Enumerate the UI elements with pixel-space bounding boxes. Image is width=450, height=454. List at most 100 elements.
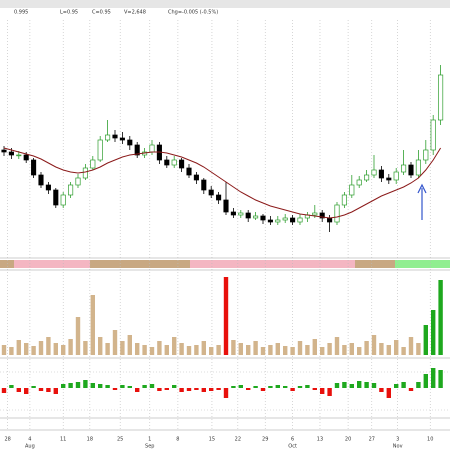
histogram-bar xyxy=(423,374,428,388)
candle-body xyxy=(16,154,22,157)
volume-bar xyxy=(127,335,132,355)
volume-bar xyxy=(327,343,332,355)
candle-body xyxy=(290,217,296,223)
histogram-bar xyxy=(105,385,110,388)
candle-body xyxy=(415,159,421,176)
histogram-bar xyxy=(142,385,147,388)
histogram-bar xyxy=(127,386,132,388)
candle-body xyxy=(134,144,140,156)
volume-bar xyxy=(120,341,125,355)
histogram-bar xyxy=(260,388,266,391)
volume-bar xyxy=(349,343,354,355)
volume-bar xyxy=(142,345,147,355)
histogram-bar xyxy=(90,383,95,388)
candle-body xyxy=(230,211,236,216)
candle-body xyxy=(8,151,14,156)
candle-body xyxy=(68,184,74,196)
volume-bar xyxy=(216,345,221,355)
volume-bar xyxy=(312,339,317,355)
histogram-bar xyxy=(283,386,288,388)
histogram-bar xyxy=(342,382,347,388)
volume-bar xyxy=(164,345,169,355)
candle-body xyxy=(105,134,111,141)
candle-body xyxy=(430,119,436,151)
histogram-bar xyxy=(61,384,66,388)
candle-body xyxy=(297,217,303,223)
candle-body xyxy=(23,154,29,161)
volume-bar xyxy=(408,337,414,355)
x-tick-label: 4 xyxy=(28,437,31,443)
x-tick-label: 29 xyxy=(262,437,268,443)
candle-body xyxy=(201,179,207,191)
info-bar xyxy=(0,0,450,8)
histogram-bar xyxy=(305,385,310,388)
candle-body xyxy=(267,219,273,223)
candle-body xyxy=(245,212,251,219)
volume-bar xyxy=(386,345,391,355)
histogram-bar xyxy=(194,388,199,390)
histogram-bar xyxy=(320,388,325,394)
header-field: Chg=-0.005 (-0.5%) xyxy=(168,10,218,16)
candle-body xyxy=(393,171,399,181)
histogram-bar xyxy=(223,388,229,398)
histogram-bar xyxy=(312,388,317,390)
candle-body xyxy=(53,189,59,206)
histogram-bar xyxy=(379,388,384,392)
volume-bar xyxy=(53,343,58,355)
volume-bar xyxy=(194,345,199,355)
histogram-bar xyxy=(179,388,184,392)
x-tick-label: 20 xyxy=(345,437,351,443)
volume-bar xyxy=(201,341,206,355)
volume-bar xyxy=(297,341,303,355)
histogram-bar xyxy=(297,386,303,388)
strip xyxy=(90,260,190,268)
candle-body xyxy=(423,149,429,161)
histogram-bar xyxy=(75,382,81,388)
candle-body xyxy=(179,159,185,169)
histogram-bar xyxy=(31,386,36,388)
candle-body xyxy=(82,167,88,179)
volume-bar xyxy=(16,340,21,355)
volume-bar xyxy=(31,346,36,355)
month-label: Sep xyxy=(145,444,154,450)
candle-body xyxy=(275,219,281,223)
volume-bar xyxy=(253,341,258,355)
candle-body xyxy=(341,194,347,206)
histogram-bar xyxy=(149,384,155,388)
volume-bar xyxy=(149,347,155,355)
volume-bar xyxy=(157,341,162,355)
candle-body xyxy=(327,217,333,223)
volume-bar xyxy=(223,277,229,355)
volume-bar xyxy=(135,343,140,355)
x-tick-label: 3 xyxy=(396,437,399,443)
candle-body xyxy=(127,139,133,146)
strip xyxy=(14,260,90,268)
candle-body xyxy=(45,184,51,191)
histogram-bar xyxy=(216,388,221,390)
histogram-bar xyxy=(83,380,88,388)
candle-body xyxy=(438,74,444,121)
volume-bar xyxy=(186,346,192,355)
candle-body xyxy=(31,159,37,176)
volume-bar xyxy=(83,341,88,355)
month-label: Oct xyxy=(288,444,297,450)
volume-bar xyxy=(209,347,214,355)
histogram-bar xyxy=(238,385,243,388)
histogram-bar xyxy=(431,368,436,388)
x-tick-label: 27 xyxy=(369,437,375,443)
candle-body xyxy=(193,174,199,181)
histogram-bar xyxy=(394,384,399,388)
histogram-bar xyxy=(371,383,377,388)
volume-bar xyxy=(371,335,377,355)
candle-body xyxy=(371,169,377,176)
header-field: L=0.95 xyxy=(60,10,78,16)
month-label: Nov xyxy=(393,444,403,450)
candle-body xyxy=(60,194,66,206)
volume-bar xyxy=(105,343,110,355)
volume-bar xyxy=(172,337,177,355)
candle-body xyxy=(112,134,118,139)
volume-bar xyxy=(423,325,428,355)
candle-body xyxy=(282,217,288,221)
histogram-bar xyxy=(186,388,192,391)
